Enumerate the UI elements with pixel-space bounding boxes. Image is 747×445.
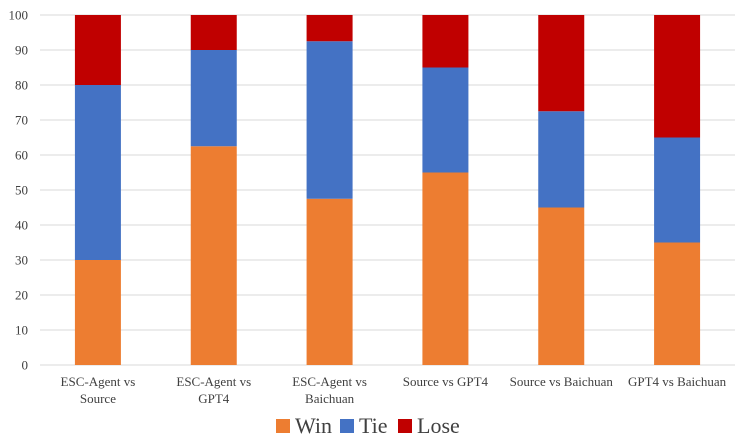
grid-layer — [40, 14, 735, 366]
y-tick-label: 10 — [15, 323, 28, 338]
y-tick-label: 100 — [9, 8, 29, 23]
y-tick-label: 60 — [15, 148, 28, 163]
x-category-label: Source — [80, 391, 116, 406]
bar-tie-0 — [74, 85, 121, 260]
bar-win-0 — [74, 260, 121, 365]
y-axis-ticks: 0 10 20 30 40 50 60 70 80 90 100 — [9, 8, 29, 373]
legend-swatch-lose — [398, 419, 412, 433]
bar-win-1 — [190, 146, 237, 365]
y-tick-label: 0 — [22, 358, 29, 373]
legend-label-lose: Lose — [417, 413, 460, 438]
bar-win-3 — [422, 172, 469, 365]
bar-tie-4 — [538, 111, 585, 208]
bar-tie-3 — [422, 67, 469, 173]
x-axis-categories: ESC-Agent vs Source ESC-Agent vs GPT4 ESC-Ag… — [61, 374, 727, 406]
y-tick-label: 30 — [15, 253, 28, 268]
y-tick-label: 90 — [15, 43, 28, 58]
y-tick-label: 80 — [15, 78, 28, 93]
legend: Win Tie Lose — [276, 413, 460, 438]
bar-win-4 — [538, 207, 585, 365]
bar-lose-3 — [422, 15, 469, 68]
bar-lose-2 — [306, 15, 353, 42]
x-category-label: ESC-Agent vs — [176, 374, 251, 389]
bar-lose-0 — [74, 15, 121, 85]
x-category-label: Source vs GPT4 — [403, 374, 489, 389]
bar-win-2 — [306, 198, 353, 365]
bar-win-5 — [654, 242, 701, 365]
x-category-label: GPT4 vs Baichuan — [628, 374, 727, 389]
y-tick-label: 40 — [15, 218, 28, 233]
y-tick-label: 70 — [15, 113, 28, 128]
bar-tie-2 — [306, 41, 353, 199]
bar-lose-4 — [538, 15, 585, 112]
x-category-label: Source vs Baichuan — [510, 374, 614, 389]
x-category-label: Baichuan — [305, 391, 355, 406]
legend-swatch-tie — [340, 419, 354, 433]
bar-tie-1 — [190, 50, 237, 147]
bar-layer — [74, 15, 701, 365]
x-category-label: GPT4 — [198, 391, 230, 406]
y-tick-label: 50 — [15, 183, 28, 198]
bar-tie-5 — [654, 137, 701, 243]
legend-label-win: Win — [295, 413, 332, 438]
legend-label-tie: Tie — [359, 413, 388, 438]
bar-lose-5 — [654, 15, 701, 138]
y-tick-label: 20 — [15, 288, 28, 303]
x-category-label: ESC-Agent vs — [292, 374, 367, 389]
legend-swatch-win — [276, 419, 290, 433]
x-category-label: ESC-Agent vs — [61, 374, 136, 389]
bar-lose-1 — [190, 15, 237, 50]
